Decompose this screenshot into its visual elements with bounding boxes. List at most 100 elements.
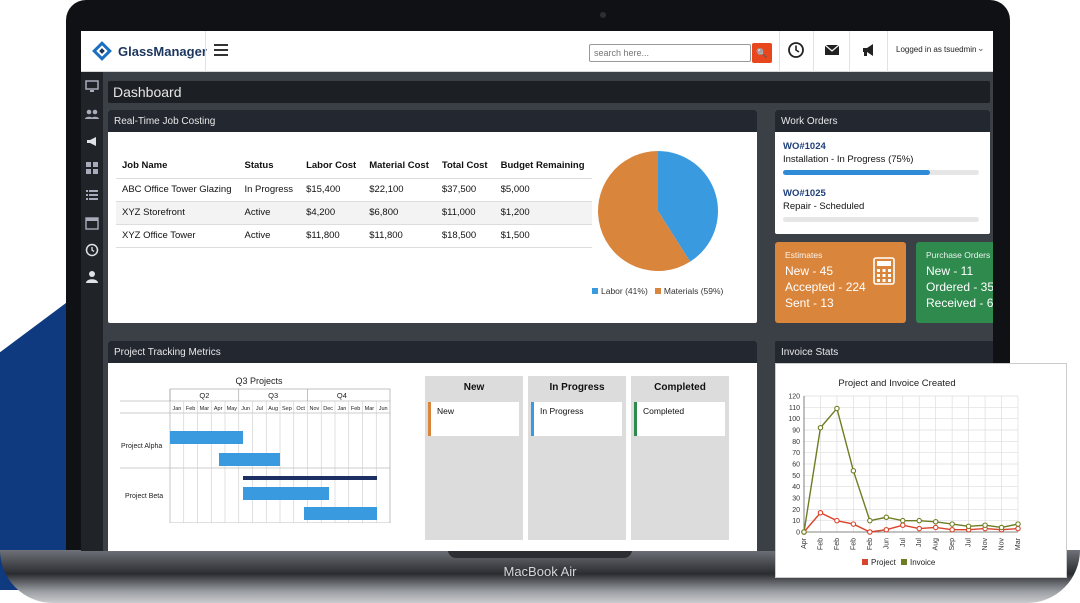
data-point-invoice[interactable]: [982, 522, 988, 528]
table-row[interactable]: XYZ Office Tower Active $11,800 $11,800 $18,…: [116, 224, 592, 248]
monitor-icon[interactable]: [84, 78, 100, 94]
data-point-invoice[interactable]: [932, 519, 939, 525]
purchase-orders-card[interactable]: Purchase Orders New - 11 Ordered - 35 Re…: [916, 242, 993, 323]
logged-in-label[interactable]: Logged in as tsuedmin: [896, 45, 977, 54]
kanban-column-title: Completed: [654, 382, 706, 393]
chevron-down-icon[interactable]: ⌄: [977, 43, 985, 53]
list-icon[interactable]: [84, 187, 100, 203]
data-point-invoice[interactable]: [867, 517, 873, 524]
calendar-icon[interactable]: [84, 215, 100, 231]
series-line-invoice[interactable]: [803, 406, 1019, 533]
data-point-project[interactable]: [883, 526, 890, 533]
table-cell: $11,000: [435, 201, 495, 225]
laptop-notch: [448, 550, 632, 558]
gantt-month-label: Oct: [296, 406, 305, 412]
series-line-project[interactable]: [803, 511, 1019, 533]
menu-icon[interactable]: [214, 44, 228, 58]
work-order-id[interactable]: WO#1025: [783, 188, 826, 199]
column-header[interactable]: Total Cost: [435, 154, 495, 179]
data-point-project[interactable]: [916, 525, 922, 532]
grid-icon[interactable]: [84, 160, 100, 176]
data-point-invoice[interactable]: [817, 424, 824, 431]
project-tracking-panel: Project Tracking Metrics Q3 Projects Q2 Q…: [108, 341, 757, 551]
mail-icon[interactable]: [823, 41, 841, 59]
megaphone-icon[interactable]: [84, 133, 100, 149]
legend-project[interactable]: Project: [871, 558, 897, 567]
card-line: Ordered - 35: [926, 280, 993, 294]
invoice-line-chart: Project and Invoice Created 0 10 20 30 40 50 6…: [788, 378, 1022, 567]
work-order-id[interactable]: WO#1024: [783, 141, 826, 152]
table-cell: $11,800: [363, 224, 436, 248]
data-point-invoice[interactable]: [834, 405, 840, 412]
users-icon[interactable]: [84, 106, 100, 122]
gantt-summary-bar[interactable]: [243, 476, 377, 480]
data-point-project[interactable]: [834, 517, 840, 524]
search-input[interactable]: [589, 44, 751, 62]
data-point-invoice[interactable]: [965, 523, 972, 530]
legend-invoice[interactable]: Invoice: [910, 558, 936, 567]
legend-swatch: [592, 288, 598, 294]
clock-icon[interactable]: [787, 41, 805, 59]
data-point-invoice[interactable]: [949, 521, 955, 527]
data-point-project[interactable]: [949, 526, 955, 533]
legend-swatch: [862, 559, 868, 565]
x-tick-label: Aug: [933, 538, 940, 551]
data-point-project[interactable]: [850, 521, 857, 527]
data-point-invoice[interactable]: [998, 524, 1005, 531]
device-brand-label: MacBook Air: [503, 564, 577, 579]
search-button[interactable]: 🔍: [752, 43, 772, 63]
data-point-project[interactable]: [817, 509, 824, 516]
data-point-invoice[interactable]: [801, 529, 807, 535]
logo[interactable]: GlassManager: [89, 37, 207, 65]
gantt-month-label: Nov: [309, 406, 319, 412]
gantt-bar[interactable]: [219, 453, 280, 466]
data-point-invoice[interactable]: [850, 468, 857, 474]
estimates-card[interactable]: Estimates New - 45 Accepted - 224 Sent -…: [775, 242, 906, 323]
table-cell: Active: [238, 224, 301, 248]
divider: [779, 31, 780, 72]
pie-slice-materials[interactable]: [598, 151, 691, 271]
kanban-card[interactable]: New: [428, 402, 519, 436]
gantt-month-label: Jan: [172, 406, 181, 412]
x-tick-label: Feb: [817, 538, 824, 550]
gantt-project-label[interactable]: Project Alpha: [121, 443, 162, 450]
column-header[interactable]: Budget Remaining: [494, 154, 592, 179]
y-tick-label: 110: [789, 405, 800, 412]
invoice-stats-panel-header: Invoice Stats: [775, 341, 993, 551]
x-tick-label: Feb: [850, 538, 857, 550]
y-tick-label: 30: [792, 496, 800, 503]
table-row[interactable]: ABC Office Tower Glazing In Progress $15,4…: [116, 178, 592, 202]
kanban-card[interactable]: Completed: [634, 402, 725, 436]
gantt-bar[interactable]: [304, 507, 377, 520]
column-header[interactable]: Labor Cost: [300, 154, 364, 179]
gantt-month-label: Jun: [241, 406, 250, 412]
card-line: New - 45: [785, 264, 834, 278]
data-point-project[interactable]: [932, 524, 939, 531]
data-point-project[interactable]: [1015, 525, 1021, 532]
card-label: Purchase Orders: [926, 250, 991, 260]
y-tick-label: 100: [788, 416, 800, 423]
gantt-month-label: Feb: [351, 406, 360, 412]
data-point-invoice[interactable]: [883, 514, 890, 521]
megaphone-icon[interactable]: [860, 41, 878, 59]
pie-slice-labor[interactable]: [658, 151, 718, 262]
column-header[interactable]: Material Cost: [363, 154, 436, 179]
gantt-bar[interactable]: [170, 431, 243, 444]
data-point-invoice[interactable]: [900, 517, 906, 524]
x-tick-label: Mar: [1015, 537, 1022, 550]
x-tick-label: Nov: [999, 538, 1006, 551]
kanban-card[interactable]: In Progress: [531, 402, 622, 436]
data-point-project[interactable]: [900, 522, 906, 528]
column-header[interactable]: Job Name: [116, 154, 239, 179]
column-header[interactable]: Status: [238, 154, 301, 179]
data-point-project[interactable]: [867, 529, 873, 535]
table-cell: $4,200: [300, 201, 364, 225]
table-row[interactable]: XYZ Storefront Active $4,200 $6,800 $11,000 $…: [116, 201, 592, 225]
data-point-invoice[interactable]: [916, 517, 922, 524]
clock-icon[interactable]: [84, 242, 100, 258]
gantt-project-label[interactable]: Project Beta: [125, 493, 163, 500]
gantt-bar[interactable]: [243, 487, 329, 500]
data-point-invoice[interactable]: [1015, 521, 1021, 527]
user-icon[interactable]: [84, 269, 100, 285]
